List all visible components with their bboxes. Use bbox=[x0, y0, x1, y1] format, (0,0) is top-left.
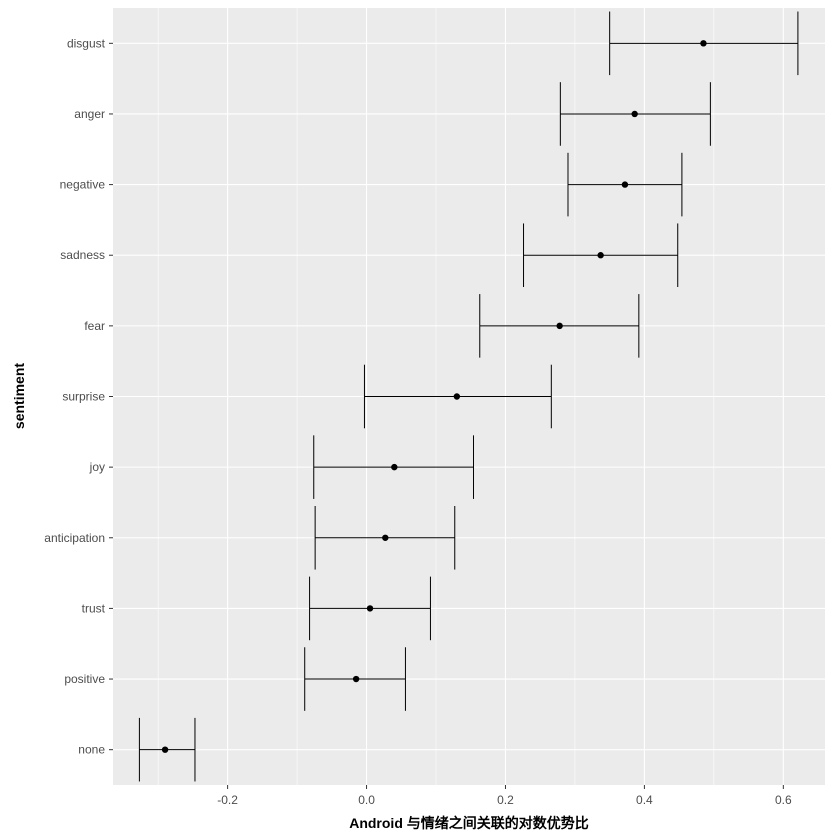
y-tick-label-joy: joy bbox=[89, 460, 105, 474]
point-none bbox=[161, 746, 169, 753]
y-tick-label-anticipation: anticipation bbox=[44, 531, 105, 545]
y-tick-label-sadness: sadness bbox=[60, 248, 105, 262]
x-axis-title: Android 与情绪之间关联的对数优势比 bbox=[349, 815, 589, 831]
x-axis: -0.2 0.0 0.2 0.4 0.6 bbox=[217, 785, 792, 807]
point-disgust bbox=[700, 40, 707, 47]
x-tick-label: 0.6 bbox=[775, 793, 792, 807]
y-tick-label-positive: positive bbox=[64, 672, 105, 686]
y-tick-label-negative: negative bbox=[60, 178, 106, 192]
y-tick-label-disgust: disgust bbox=[67, 36, 106, 50]
y-tick-label-trust: trust bbox=[82, 601, 106, 615]
point-sadness bbox=[597, 252, 604, 259]
point-trust bbox=[366, 605, 374, 612]
point-joy bbox=[391, 463, 398, 471]
point-surprise bbox=[453, 393, 461, 400]
point-negative bbox=[621, 181, 629, 188]
y-axis-title: sentiment bbox=[11, 363, 27, 429]
x-tick-label: 0.4 bbox=[636, 793, 653, 807]
y-tick-label-anger: anger bbox=[74, 107, 105, 121]
y-tick-label-fear: fear bbox=[84, 319, 105, 333]
y-tick-label-none: none bbox=[78, 743, 105, 757]
point-fear bbox=[556, 322, 563, 330]
x-tick-label: -0.2 bbox=[217, 793, 238, 807]
point-positive bbox=[352, 675, 360, 683]
data-marks bbox=[138, 11, 799, 782]
point-anger bbox=[631, 110, 638, 118]
y-tick-label-surprise: surprise bbox=[62, 390, 105, 404]
x-tick-label: 0.0 bbox=[358, 793, 375, 807]
x-tick-label: 0.2 bbox=[497, 793, 514, 807]
point-anticipation bbox=[382, 534, 389, 541]
y-axis: disgust anger negative sadness fear surprise j… bbox=[44, 36, 113, 757]
